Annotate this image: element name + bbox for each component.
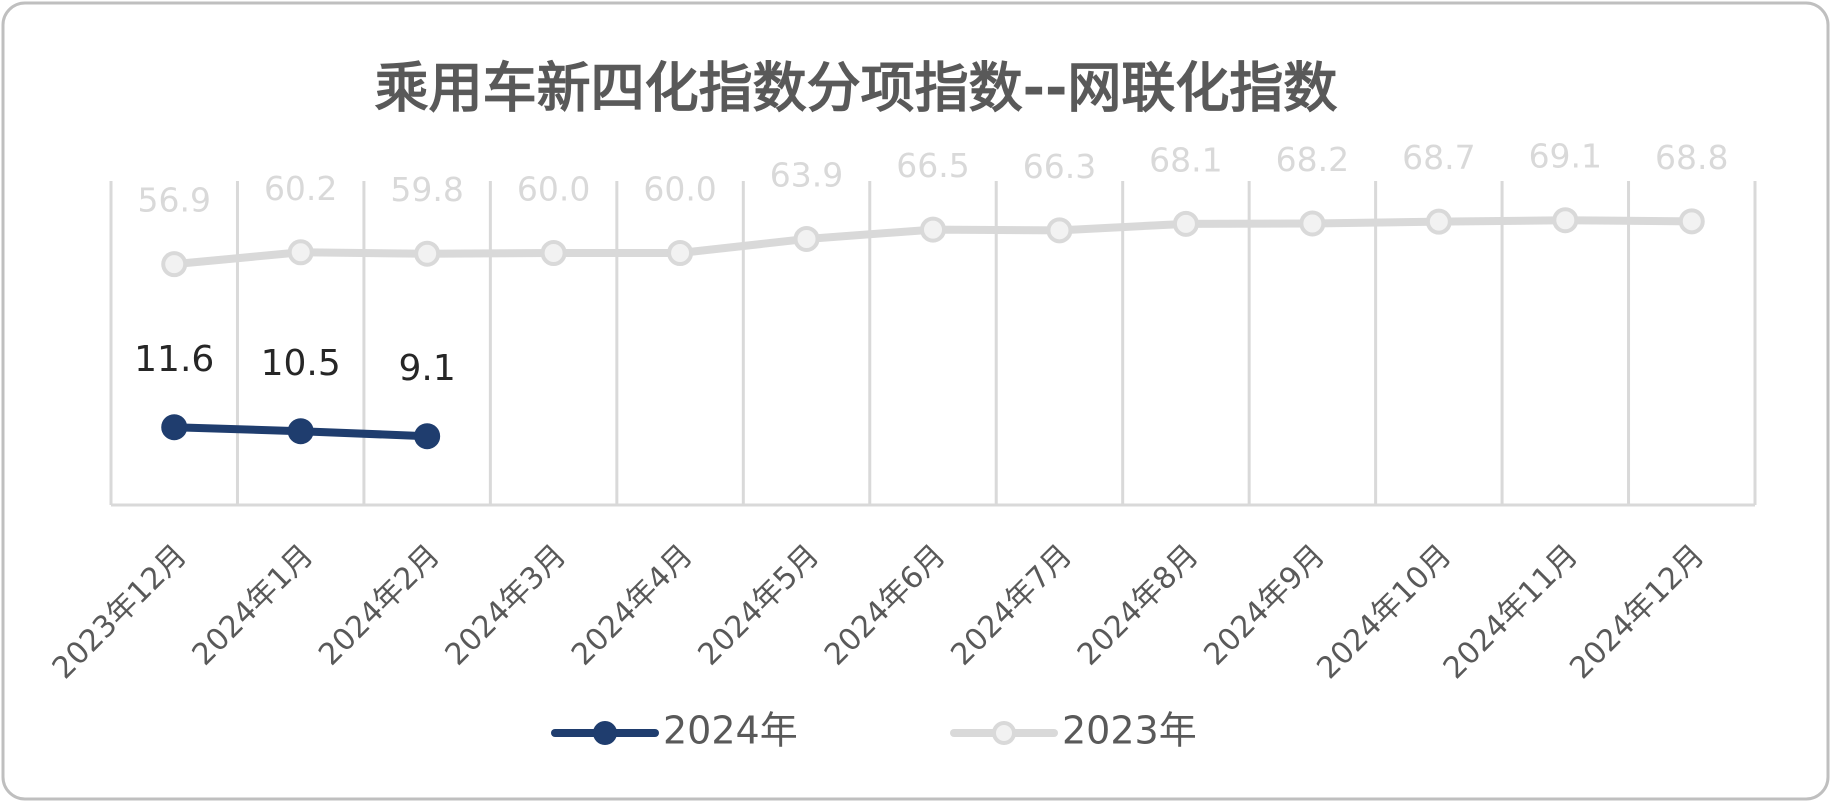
data-point bbox=[414, 240, 441, 267]
data-point bbox=[920, 216, 946, 243]
data-label: 68.7 bbox=[1402, 138, 1475, 177]
data-point bbox=[1552, 207, 1579, 234]
data-label: 9.1 bbox=[399, 348, 456, 389]
data-point bbox=[1425, 208, 1452, 235]
data-label: 68.2 bbox=[1276, 140, 1349, 179]
data-point bbox=[161, 414, 188, 441]
data-point bbox=[414, 423, 441, 450]
legend-marker bbox=[992, 721, 1016, 745]
legend-label: 2023年 bbox=[1062, 709, 1197, 753]
data-label: 60.0 bbox=[517, 170, 590, 209]
data-point bbox=[793, 225, 820, 252]
data-point bbox=[1299, 210, 1326, 237]
data-point bbox=[1678, 208, 1705, 235]
data-point bbox=[1172, 210, 1199, 237]
legend-label: 2024年 bbox=[663, 709, 798, 753]
data-label: 59.8 bbox=[390, 170, 463, 209]
data-point bbox=[287, 418, 314, 445]
data-point bbox=[287, 239, 314, 266]
data-point bbox=[540, 240, 567, 266]
data-label: 10.5 bbox=[261, 343, 341, 384]
data-label: 60.2 bbox=[264, 169, 337, 208]
data-point bbox=[667, 240, 694, 266]
data-label: 68.8 bbox=[1655, 138, 1728, 177]
data-point bbox=[161, 251, 188, 278]
data-label: 68.1 bbox=[1149, 140, 1222, 179]
data-point bbox=[1046, 217, 1073, 244]
data-label: 66.3 bbox=[1023, 147, 1096, 186]
data-label: 66.5 bbox=[896, 146, 969, 185]
data-label: 60.0 bbox=[643, 170, 716, 209]
data-label: 63.9 bbox=[770, 155, 843, 194]
chart-title: 乘用车新四化指数分项指数--网联化指数 bbox=[375, 57, 1338, 120]
data-label: 69.1 bbox=[1529, 137, 1602, 176]
legend-marker bbox=[593, 721, 617, 745]
data-label: 56.9 bbox=[137, 181, 210, 220]
data-label: 11.6 bbox=[134, 339, 214, 380]
